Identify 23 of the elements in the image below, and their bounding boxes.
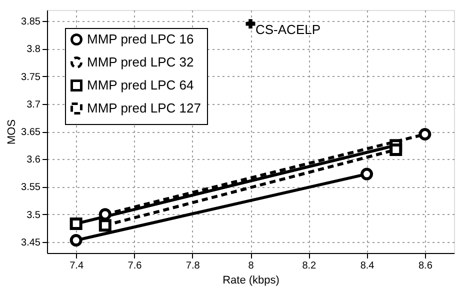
- legend-label: MMP pred LPC 32: [87, 54, 194, 70]
- y-tick-label: 3.8: [26, 44, 41, 56]
- legend-label: MMP pred LPC 64: [87, 78, 194, 92]
- y-tick-label: 3.7: [26, 99, 41, 110]
- x-tick-label: 7.6: [128, 260, 142, 272]
- x-tick-label: 8.6: [418, 260, 433, 272]
- y-tick-label: 3.45: [21, 237, 41, 248]
- x-tick-label: 8.2: [302, 260, 317, 272]
- x-tick-label: 8: [248, 260, 254, 272]
- x-tick-label: 8.4: [360, 260, 375, 272]
- y-tick-label: 3.6: [26, 154, 41, 166]
- y-tick-label: 3.85: [21, 16, 41, 28]
- y-tick-label: 3.55: [21, 182, 41, 194]
- y-tick-label: 3.5: [26, 210, 41, 221]
- y-axis-title: MOS: [6, 119, 18, 145]
- legend-label: MMP pred LPC 127: [87, 100, 201, 116]
- series-label: CS-ACELP: [256, 22, 321, 37]
- y-tick-label: 3.75: [21, 72, 41, 83]
- legend-label: MMP pred LPC 16: [87, 32, 194, 46]
- y-tick-label: 3.65: [21, 127, 41, 138]
- x-tick-label: 7.8: [186, 260, 200, 272]
- x-tick-label: 7.4: [70, 260, 84, 272]
- x-axis-title: Rate (kbps): [222, 274, 280, 286]
